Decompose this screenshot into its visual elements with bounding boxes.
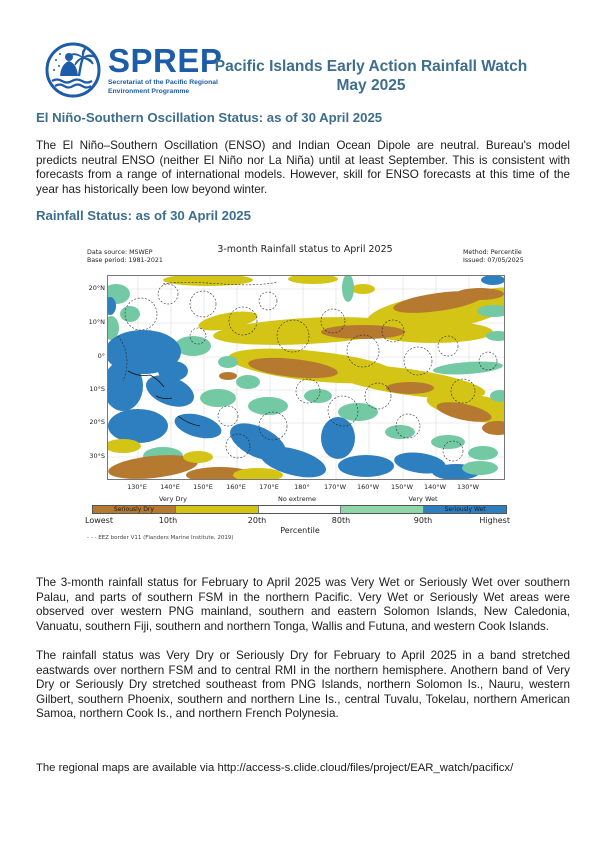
lon-label: 140°E [160, 483, 180, 491]
rainfall-status-heading: Rainfall Status: as of 30 April 2025 [36, 208, 251, 223]
lon-label: 180° [294, 483, 310, 491]
lon-label: 130°W [456, 483, 480, 491]
legend-segment-seriously-wet: Seriously Wet [424, 506, 506, 513]
legend-tick: 90th [413, 516, 433, 525]
rainfall-map-figure: 3-month Rainfall status to April 2025 Da… [85, 243, 537, 545]
lon-label: 130°E [127, 483, 147, 491]
lon-label: 170°W [323, 483, 347, 491]
map-data-source: Data source: MSWEP Base period: 1981-202… [87, 249, 163, 265]
lat-label: 30°S [89, 452, 105, 460]
page-title: Pacific Islands Early Action Rainfall Wa… [198, 57, 544, 95]
lon-label: 170°E [259, 483, 279, 491]
legend-segment-label: Seriously Wet [444, 505, 486, 513]
legend-label-no-extreme: No extreme [277, 495, 317, 503]
lat-label: 20°N [88, 284, 105, 292]
rainfall-wet-paragraph: The 3-month rainfall status for February… [36, 576, 570, 633]
legend-segment-very-dry [175, 506, 259, 513]
lat-label: 20°S [89, 418, 105, 426]
map-caption: - - - EEZ border V11 (Flanders Marine In… [87, 535, 234, 541]
legend-label-very-dry: Very Dry [158, 495, 188, 503]
brand-tagline-line2: Environment Programme [108, 87, 190, 95]
map-method-info: Method: Percentile Issued: 07/05/2025 [463, 249, 524, 265]
legend-axis-label: Percentile [280, 526, 320, 535]
rainfall-anomaly-blobs [102, 274, 536, 483]
brand-name: SPREP [108, 42, 223, 79]
map-plot-area [102, 274, 536, 483]
legend-segment-label: Seriously Dry [113, 505, 154, 513]
lon-label: 150°E [193, 483, 213, 491]
regional-maps-note: The regional maps are available via http… [36, 762, 514, 774]
enso-status-paragraph: The El Niño–Southern Oscillation (ENSO) … [36, 139, 570, 196]
coastlines [127, 370, 201, 427]
map-title: 3-month Rainfall status to April 2025 [217, 244, 393, 255]
rainfall-dry-paragraph: The rainfall status was Very Dry or Seri… [36, 649, 570, 721]
legend-tick: 80th [331, 516, 351, 525]
lat-label: 0° [97, 352, 105, 360]
sprep-logo: SPREP Secretariat of the Pacific Regiona… [44, 40, 222, 100]
map-data-source-line1: Data source: MSWEP [87, 249, 153, 256]
legend-tick: Lowest [85, 516, 113, 525]
map-method-line1: Method: Percentile [463, 249, 522, 256]
brand-tagline-line1: Secretariat of the Pacific Regional [108, 79, 218, 86]
legend-tick: 20th [247, 516, 267, 525]
lon-label: 140°W [423, 483, 447, 491]
map-data-source-line2: Base period: 1981-2021 [87, 257, 163, 264]
rainfall-map [102, 274, 536, 483]
lon-label: 160°W [356, 483, 380, 491]
page-title-line1: Pacific Islands Early Action Rainfall Wa… [214, 58, 528, 75]
lon-label: 150°W [390, 483, 414, 491]
enso-status-heading: El Niño-Southern Oscillation Status: as … [36, 110, 383, 125]
brand-block: SPREP Secretariat of the Pacific Regiona… [108, 42, 223, 96]
lat-label: 10°N [88, 318, 105, 326]
legend-segment-very-wet [341, 506, 425, 513]
lon-label: 160°E [226, 483, 246, 491]
eez-boundaries [117, 281, 498, 462]
map-method-line2: Issued: 07/05/2025 [463, 257, 524, 264]
legend-segment-seriously-dry: Seriously Dry [93, 506, 176, 513]
legend-tick: Highest [479, 516, 510, 525]
lat-label: 10°S [89, 385, 105, 393]
legend-segment-no-extreme [258, 506, 342, 513]
legend-tick: 10th [158, 516, 178, 525]
sprep-logo-icon [45, 42, 101, 98]
page-title-line2: May 2025 [336, 77, 406, 94]
legend-colorbar: Seriously Dry Seriously Wet [92, 505, 507, 514]
legend-label-very-wet: Very Wet [408, 495, 438, 503]
brand-tagline: Secretariat of the Pacific Regional Envi… [108, 79, 222, 96]
